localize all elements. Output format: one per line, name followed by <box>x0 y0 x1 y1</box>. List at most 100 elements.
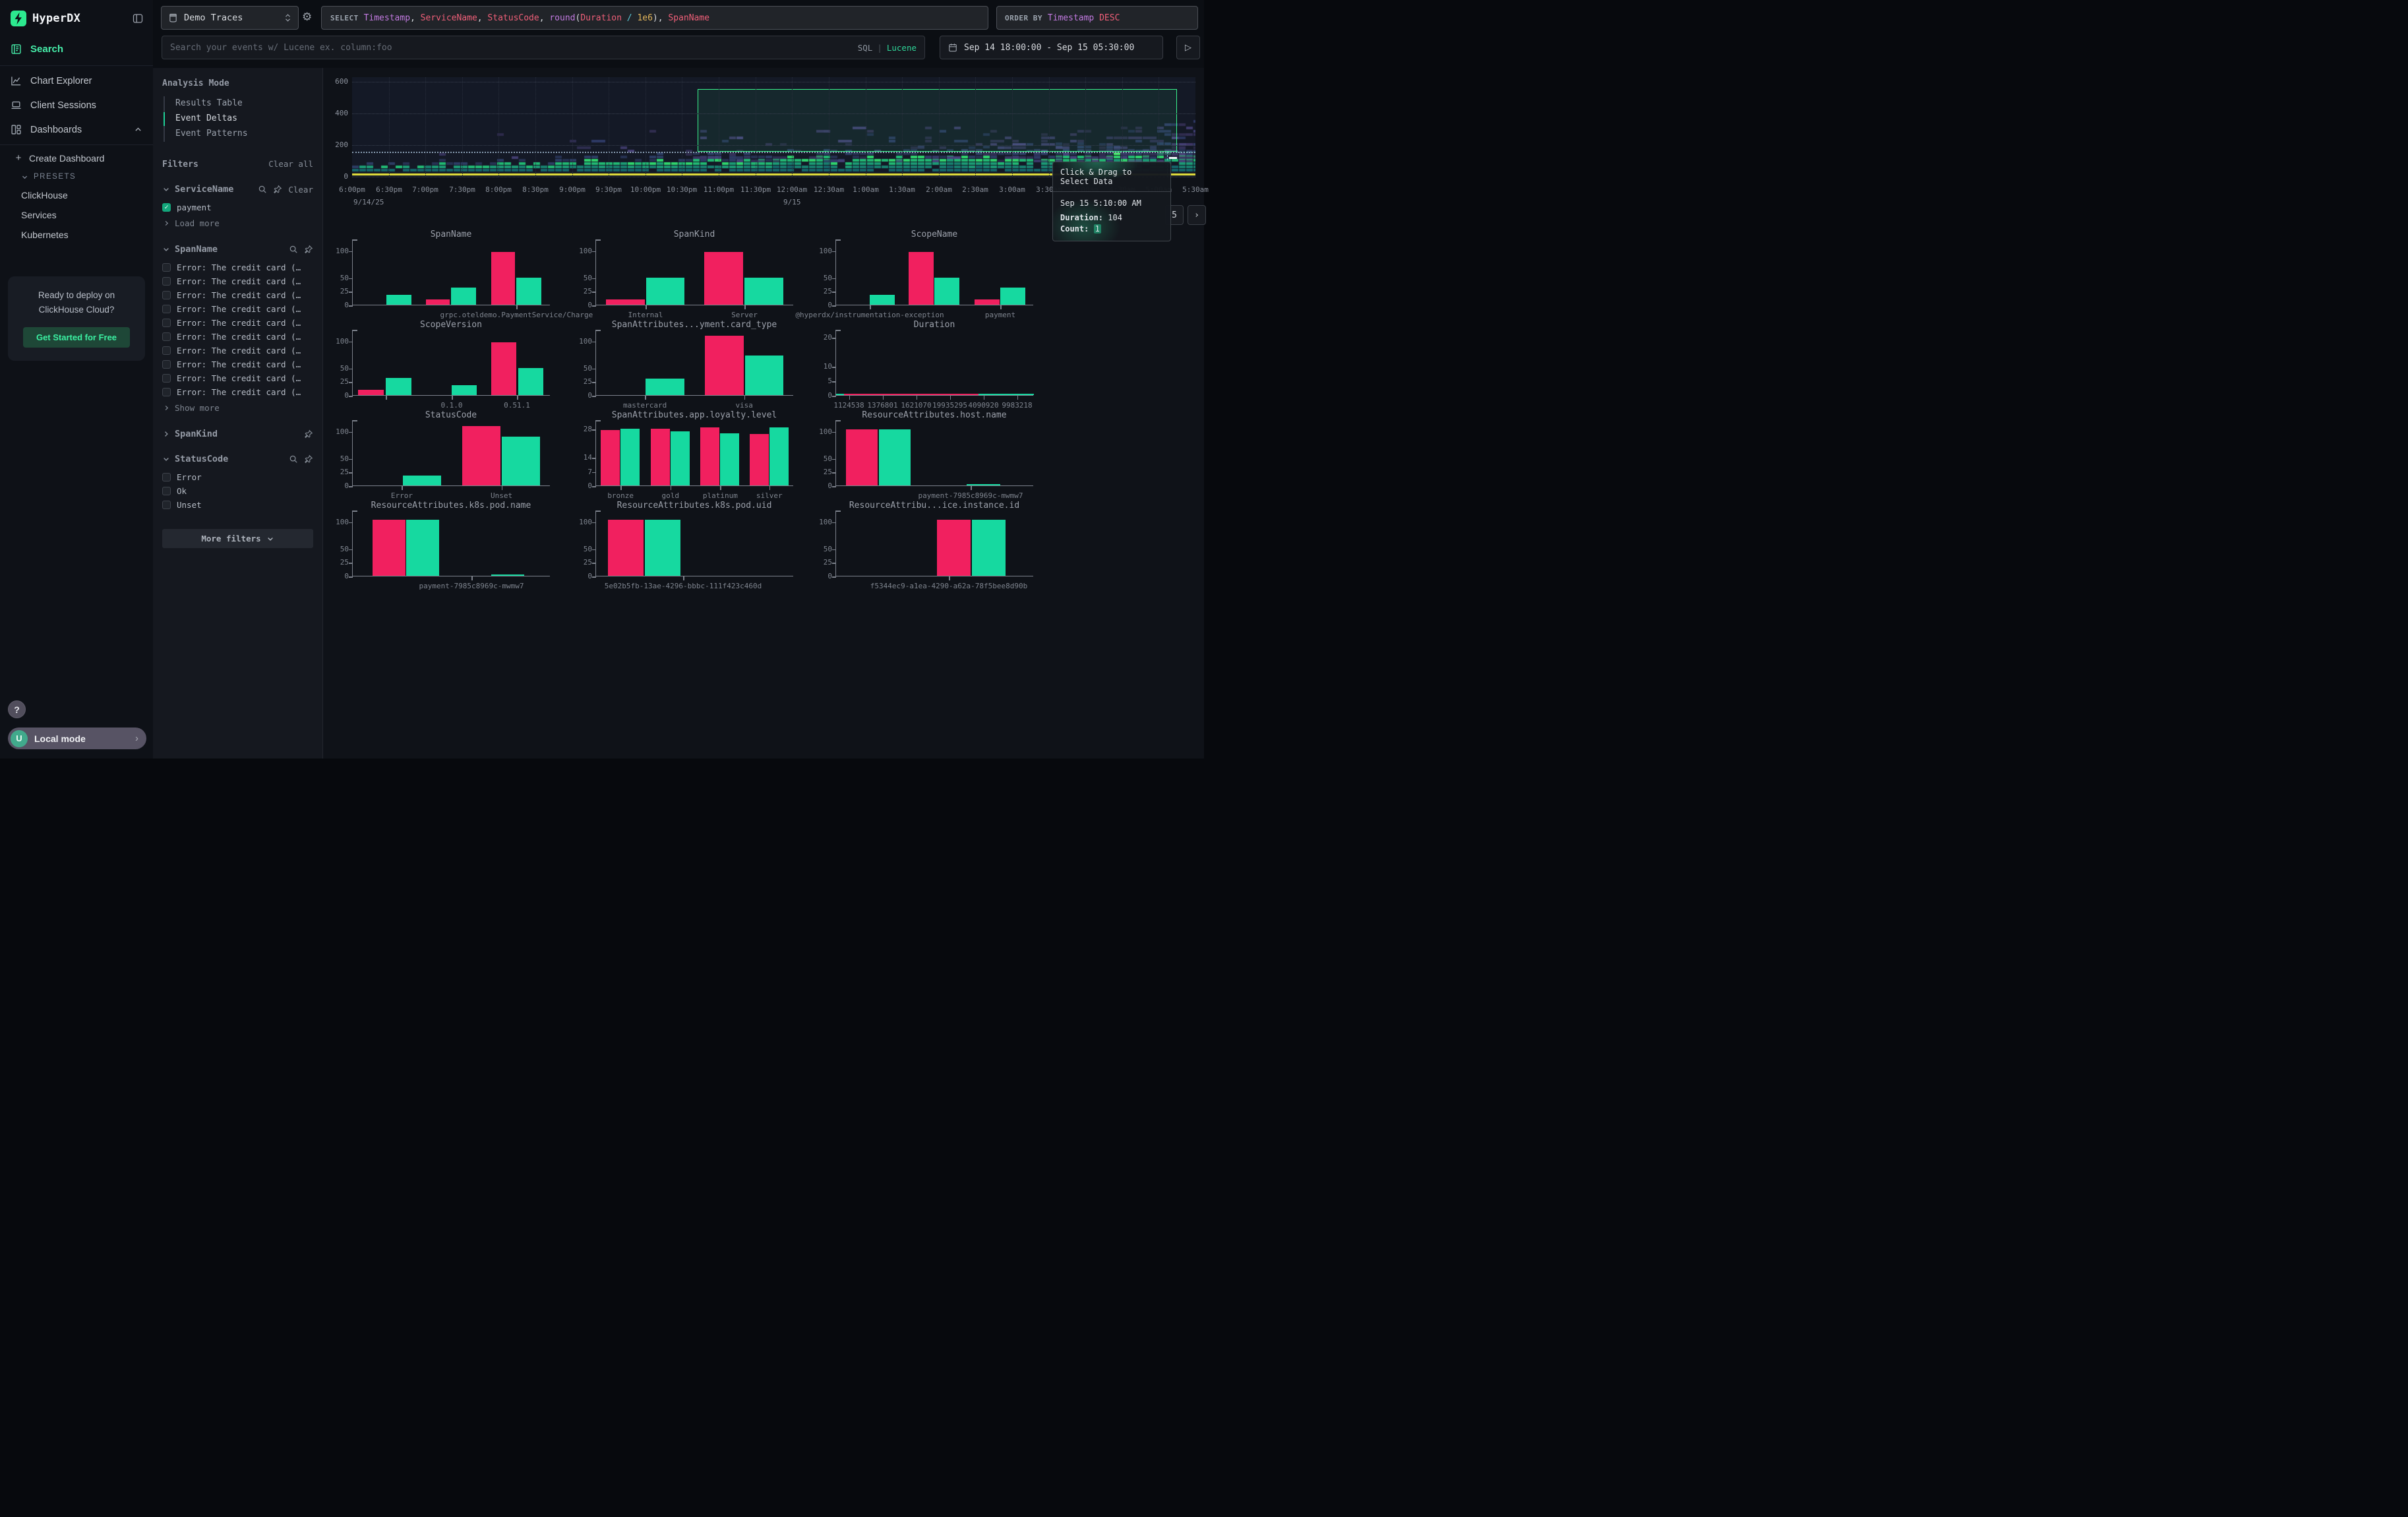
bar-red <box>491 342 516 395</box>
checkbox[interactable] <box>162 319 171 327</box>
mini-chart-plot: 100502505e02b5fb-13ae-4296-bbbc-111f423c… <box>595 516 793 576</box>
mini-chart-plot: 10050250grpc.oteldemo.PaymentService/Cha… <box>352 245 550 305</box>
checkbox[interactable] <box>162 374 171 383</box>
sidebar-item-chart-explorer[interactable]: Chart Explorer <box>0 69 153 93</box>
create-dashboard-button[interactable]: + Create Dashboard <box>0 148 153 168</box>
analysis-option-event-deltas[interactable]: Event Deltas <box>165 111 313 127</box>
analysis-option-results-table[interactable]: Results Table <box>165 96 313 111</box>
clear-group-button[interactable]: Clear <box>288 185 313 195</box>
filter-option-label: Error: The credit card (… <box>177 318 301 328</box>
filter-option[interactable]: Error: The credit card (… <box>162 288 313 302</box>
sidebar-item-services[interactable]: Services <box>0 205 153 225</box>
order-by-input[interactable]: ORDER BY Timestamp DESC <box>996 6 1198 30</box>
more-filters-button[interactable]: More filters <box>162 529 313 548</box>
filter-option[interactable]: Error: The credit card (… <box>162 274 313 288</box>
pin-icon[interactable] <box>304 429 313 439</box>
help-button[interactable]: ? <box>8 700 26 718</box>
chevron-down-icon[interactable] <box>162 455 170 463</box>
x-tick-mark <box>917 395 918 400</box>
filter-option[interactable]: Error: The credit card (… <box>162 261 313 274</box>
mini-chart-title: StatusCode <box>352 410 550 421</box>
filter-option[interactable]: ✓payment <box>162 201 313 214</box>
sidebar-item-dashboards[interactable]: Dashboards <box>0 117 153 142</box>
filter-option[interactable]: Error: The credit card (… <box>162 330 313 344</box>
sidebar-item-kubernetes[interactable]: Kubernetes <box>0 225 153 245</box>
checkbox[interactable] <box>162 388 171 396</box>
checkbox[interactable] <box>162 487 171 495</box>
search-input[interactable] <box>170 43 858 53</box>
sql-toggle[interactable]: SQL <box>858 43 873 53</box>
checkbox[interactable] <box>162 277 171 286</box>
filter-option[interactable]: Error: The credit card (… <box>162 385 313 399</box>
promo-text-line2: ClickHouse Cloud? <box>16 303 137 317</box>
filter-group-name[interactable]: SpanName <box>175 244 218 255</box>
x-axis-label: platinum <box>703 491 738 500</box>
filter-option[interactable]: Error <box>162 470 313 484</box>
checkbox[interactable] <box>162 263 171 272</box>
analysis-option-event-patterns[interactable]: Event Patterns <box>165 127 313 142</box>
date-range-picker[interactable]: Sep 14 18:00:00 - Sep 15 05:30:00 <box>940 36 1163 59</box>
clickhouse-cloud-promo: Ready to deploy on ClickHouse Cloud? Get… <box>8 276 145 361</box>
chevron-down-icon[interactable] <box>162 245 170 253</box>
filter-group-name[interactable]: ServiceName <box>175 184 233 195</box>
local-mode-menu[interactable]: U Local mode › <box>8 728 146 749</box>
filter-option-label: Error: The credit card (… <box>177 263 301 272</box>
chevron-down-icon[interactable] <box>162 185 170 193</box>
filter-group-name[interactable]: SpanKind <box>175 429 218 439</box>
mini-chart-title: SpanAttributes...yment.card_type <box>595 320 793 331</box>
filter-option-label: Error: The credit card (… <box>177 359 301 369</box>
filter-option[interactable]: Unset <box>162 498 313 512</box>
bar-green <box>518 368 543 395</box>
checkbox[interactable] <box>162 291 171 299</box>
pin-icon[interactable] <box>304 245 313 254</box>
checkbox[interactable] <box>162 360 171 369</box>
filter-option[interactable]: Ok <box>162 484 313 498</box>
bar-red <box>601 430 620 485</box>
filter-option[interactable]: Error: The credit card (… <box>162 302 313 316</box>
filter-group-name[interactable]: StatusCode <box>175 454 228 464</box>
checkbox[interactable] <box>162 346 171 355</box>
x-tick-mark <box>720 485 721 490</box>
filter-option[interactable]: Error: The credit card (… <box>162 316 313 330</box>
filter-option[interactable]: Error: The credit card (… <box>162 371 313 385</box>
filter-option[interactable]: Error: The credit card (… <box>162 344 313 357</box>
y-tick-mark <box>832 396 836 397</box>
sidebar-item-clickhouse[interactable]: ClickHouse <box>0 185 153 205</box>
chevron-up-icon[interactable] <box>134 125 142 134</box>
sidebar-item-search[interactable]: Search <box>0 36 153 63</box>
x-axis-label: mastercard <box>623 401 667 410</box>
x-tick-mark <box>849 395 851 400</box>
checkbox[interactable] <box>162 305 171 313</box>
load-more-button[interactable]: Load more <box>163 216 313 230</box>
run-query-button[interactable]: ▷ <box>1176 36 1200 59</box>
search-icon[interactable] <box>258 185 267 194</box>
lucene-toggle[interactable]: Lucene <box>887 43 917 53</box>
sql-select-input[interactable]: SELECT Timestamp, ServiceName, StatusCod… <box>321 6 988 30</box>
pin-icon[interactable] <box>273 185 282 194</box>
checkbox[interactable]: ✓ <box>162 203 171 212</box>
source-select[interactable]: Demo Traces <box>161 6 299 30</box>
y-axis-label: 0 <box>322 572 349 580</box>
pin-icon[interactable] <box>304 454 313 464</box>
x-axis-label: 0.51.1 <box>504 401 530 410</box>
clear-all-filters-button[interactable]: Clear all <box>268 159 313 169</box>
bar-red <box>608 520 644 576</box>
presets-toggle[interactable]: PRESETS <box>0 168 153 185</box>
y-axis-label: 50 <box>322 545 349 553</box>
x-tick-mark <box>883 395 884 400</box>
sidebar-collapse-icon[interactable] <box>132 13 144 24</box>
gear-icon[interactable]: ⚙ <box>302 11 312 24</box>
search-icon[interactable] <box>289 245 298 254</box>
filter-option[interactable]: Error: The credit card (… <box>162 357 313 371</box>
show-more-button[interactable]: Show more <box>163 401 313 414</box>
y-tick-mark <box>349 486 353 487</box>
mini-chart-plot: 10050250payment-7985c8969c-mwmw7 <box>352 516 550 576</box>
checkbox[interactable] <box>162 332 171 341</box>
get-started-button[interactable]: Get Started for Free <box>23 327 130 348</box>
checkbox[interactable] <box>162 501 171 509</box>
chevron-right-icon[interactable] <box>162 430 170 438</box>
search-icon[interactable] <box>289 454 298 464</box>
query-token: , <box>539 13 545 23</box>
checkbox[interactable] <box>162 473 171 481</box>
sidebar-item-client-sessions[interactable]: Client Sessions <box>0 93 153 117</box>
